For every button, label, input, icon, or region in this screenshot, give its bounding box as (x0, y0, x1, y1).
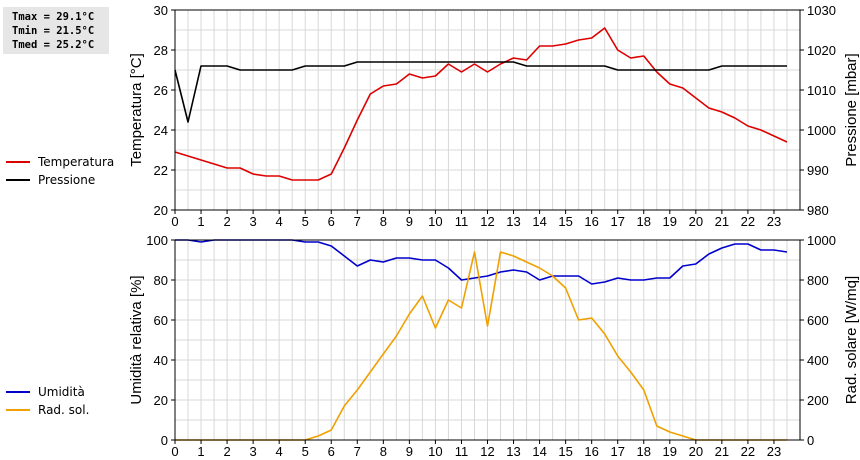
x-tick-label-top: 20 (689, 214, 703, 229)
legend-swatch-umidita (6, 391, 30, 393)
x-tick-label-bottom: 15 (558, 444, 572, 459)
x-tick-label-bottom: 7 (354, 444, 361, 459)
x-tick-label-top: 3 (250, 214, 257, 229)
y-tick-label-bottom: 60 (154, 313, 168, 328)
stats-tmax: Tmax = 29.1°C (12, 11, 95, 23)
x-tick-label-top: 16 (584, 214, 598, 229)
y-axis-title-top: Temperatura [°C] (128, 53, 145, 167)
x-tick-label-top: 13 (506, 214, 520, 229)
x-tick-label-bottom: 19 (663, 444, 677, 459)
y2-tick-label-top: 1010 (807, 83, 836, 98)
series-line-top-0 (174, 27, 788, 181)
x-tick-label-top: 4 (276, 214, 283, 229)
y2-tick-label-top: 1030 (807, 3, 836, 18)
legend-label-umidita: Umidità (38, 385, 85, 399)
stats-tmed: Tmed = 25.2°C (12, 39, 95, 51)
legend-label-rad-sol: Rad. sol. (38, 403, 90, 417)
y-tick-label-top: 24 (154, 123, 168, 138)
x-tick-label-top: 12 (480, 214, 494, 229)
x-tick-label-top: 0 (171, 214, 178, 229)
x-tick-label-top: 1 (197, 214, 204, 229)
x-tick-label-top: 22 (741, 214, 755, 229)
series-line-bottom-0 (175, 239, 788, 285)
x-tick-label-top: 11 (455, 214, 469, 229)
y2-tick-label-top: 990 (807, 163, 829, 178)
x-tick-label-bottom: 10 (428, 444, 442, 459)
y2-tick-label-top: 1020 (807, 43, 836, 58)
x-tick-label-top: 17 (610, 214, 624, 229)
y-axis-title-bottom: Umidità relativa [%] (128, 275, 145, 404)
x-tick-label-bottom: 2 (223, 444, 230, 459)
x-tick-label-bottom: 12 (480, 444, 494, 459)
y-tick-label-bottom: 0 (161, 433, 168, 448)
x-tick-label-bottom: 1 (197, 444, 204, 459)
legend-swatch-pressione (6, 179, 30, 181)
x-tick-label-top: 15 (558, 214, 572, 229)
legend-swatch-rad-sol (6, 409, 30, 411)
y2-tick-label-bottom: 400 (807, 353, 829, 368)
x-tick-label-bottom: 14 (532, 444, 546, 459)
x-tick-label-bottom: 4 (276, 444, 283, 459)
x-tick-label-top: 6 (328, 214, 335, 229)
x-tick-label-top: 2 (223, 214, 230, 229)
y2-tick-label-bottom: 800 (807, 273, 829, 288)
legend-swatch-temperatura (6, 161, 30, 163)
x-tick-label-bottom: 0 (171, 444, 178, 459)
x-tick-label-bottom: 21 (715, 444, 729, 459)
stats-tmin: Tmin = 21.5°C (12, 25, 95, 37)
x-tick-label-top: 7 (354, 214, 361, 229)
x-tick-label-bottom: 9 (406, 444, 413, 459)
y-tick-label-top: 22 (154, 163, 168, 178)
y-tick-label-top: 20 (154, 203, 168, 218)
y2-axis-title-bottom: Rad. solare [W/mq] (843, 276, 860, 404)
y-tick-label-bottom: 100 (146, 233, 168, 248)
y-tick-label-top: 28 (154, 43, 168, 58)
x-tick-label-top: 14 (532, 214, 546, 229)
x-tick-label-top: 18 (637, 214, 651, 229)
x-tick-label-bottom: 3 (250, 444, 257, 459)
y2-tick-label-bottom: 600 (807, 313, 829, 328)
stats-box: Tmax = 29.1°C Tmin = 21.5°C Tmed = 25.2°… (3, 7, 109, 54)
x-tick-label-top: 9 (406, 214, 413, 229)
y-tick-label-bottom: 40 (154, 353, 168, 368)
x-tick-label-top: 8 (380, 214, 387, 229)
y2-tick-label-top: 980 (807, 203, 829, 218)
y2-tick-label-top: 1000 (807, 123, 836, 138)
x-tick-label-bottom: 17 (610, 444, 624, 459)
y-tick-label-top: 30 (154, 3, 168, 18)
y2-axis-title-top: Pressione [mbar] (843, 53, 860, 166)
x-tick-label-bottom: 13 (506, 444, 520, 459)
y2-tick-label-bottom: 0 (807, 433, 814, 448)
x-tick-label-bottom: 22 (741, 444, 755, 459)
y2-tick-label-bottom: 1000 (807, 233, 836, 248)
x-tick-label-bottom: 16 (584, 444, 598, 459)
y-tick-label-top: 26 (154, 83, 168, 98)
legend-label-pressione: Pressione (38, 173, 96, 187)
x-tick-label-top: 19 (663, 214, 677, 229)
series-line-top-1 (174, 61, 787, 123)
x-tick-label-top: 23 (767, 214, 781, 229)
x-tick-label-bottom: 20 (689, 444, 703, 459)
x-tick-label-bottom: 6 (328, 444, 335, 459)
y-tick-label-bottom: 20 (154, 393, 168, 408)
x-tick-label-top: 10 (428, 214, 442, 229)
x-tick-label-bottom: 18 (637, 444, 651, 459)
x-tick-label-bottom: 5 (302, 444, 309, 459)
x-tick-label-top: 21 (715, 214, 729, 229)
y-tick-label-bottom: 80 (154, 273, 168, 288)
x-tick-label-bottom: 23 (767, 444, 781, 459)
x-tick-label-bottom: 8 (380, 444, 387, 459)
x-tick-label-bottom: 11 (455, 444, 469, 459)
y2-tick-label-bottom: 200 (807, 393, 829, 408)
legend-label-temperatura: Temperatura (38, 155, 115, 169)
x-tick-label-top: 5 (302, 214, 309, 229)
